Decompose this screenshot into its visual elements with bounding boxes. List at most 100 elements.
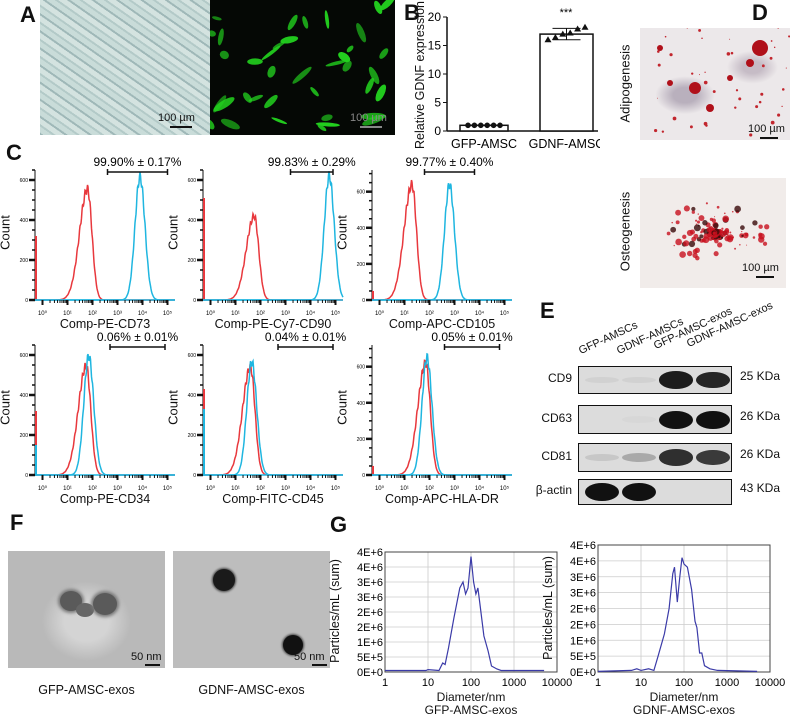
x-axis-label: Comp-PE-Cy7-CD90 [214,317,332,331]
exosome [283,635,303,655]
panel-label-f: F [10,510,24,535]
y-tick-label: 2E+6 [357,622,383,634]
y-tick-label: 200 [188,258,197,264]
x-tick-label: 100 [462,677,480,689]
calcium-deposit [688,240,696,248]
x-tick-label: 10⁴ [306,485,316,492]
gfp-cell [217,28,224,46]
y-tick-label: 400 [357,226,366,232]
lipid-droplet [773,46,776,49]
lipid-droplet [730,51,734,55]
gfp-cell [219,50,229,60]
lipid-droplet [746,59,754,67]
red-histogram [203,362,343,476]
gate-percentage: 99.90% ± 0.17% [94,155,182,169]
x-tick-label: 10¹ [63,486,72,492]
gfp-cell [356,23,367,43]
calcium-deposit [723,212,726,215]
x-tick-label: 10³ [281,311,290,317]
x-tick-label: 10⁴ [306,310,316,317]
chart-subtitle: GFP-AMSC-exos [424,703,518,717]
gdnf-expression-bar-chart: 0 5 10 15 20 GFP-AMSC GDNF-AMSC *** [428,7,600,151]
calcium-deposit [731,210,734,213]
lipid-droplet [689,82,701,94]
lipid-droplet [657,63,661,67]
lipid-droplet [738,97,742,101]
fluorescence-micrograph: 100 µm [210,0,395,135]
calcium-deposit [673,244,675,247]
calcium-deposit [741,234,744,237]
red-histogram [372,359,512,476]
y-tick-label: 200 [357,437,366,443]
calcium-deposit [746,244,748,246]
lipid-droplet [657,50,660,53]
data-point [490,122,497,129]
y-tick-label: 600 [20,178,29,184]
calcium-deposit [675,220,680,225]
y-tick-label: 5 [434,96,441,110]
gfp-cell [375,84,387,102]
y-tick-label: 3E+6 [357,592,383,604]
scale-bar-label: 100 µm [350,112,387,124]
lipid-droplet [752,40,768,56]
y-tick-label: 20 [428,10,442,24]
calcium-deposit [700,230,703,234]
tem-micrograph-gfp: 50 nm [8,551,165,668]
y-tick-label: 15 [428,39,442,53]
lipid-droplet [691,72,694,75]
blot-label: CD81 [541,448,572,463]
lipid-droplet [672,116,677,121]
x-tick-label: 10¹ [400,486,409,492]
y-tick-label: 3E+6 [357,577,383,589]
red-histogram [372,179,512,301]
exosome [213,569,235,591]
lipid-droplet [726,52,731,56]
gfp-cell [243,92,253,103]
x-axis-label: Comp-PE-CD73 [59,317,151,331]
cyan-histogram [35,353,175,476]
y-tick-label: 400 [20,393,29,399]
tem-caption-gfp: GFP-AMSC-exos [38,683,135,697]
lipid-droplet [760,92,764,96]
x-tick-label: 10² [256,311,265,317]
lipid-droplet [664,35,667,38]
y-tick-label: 200 [20,433,29,439]
calcium-deposit [740,225,745,230]
blot-cd81 [578,443,732,472]
x-tick-label: 10³ [281,486,290,492]
x-tick-label: 1 [382,677,388,689]
calcium-deposit [691,210,695,214]
band [696,410,730,429]
molecular-weight-label: 43 KDa [740,481,781,495]
gfp-cell [380,0,395,11]
calcium-deposit [717,242,723,248]
calcium-deposit [671,221,673,224]
calcium-deposits [666,202,770,261]
calcium-deposit [683,240,690,247]
x-tick-label: 1000 [715,677,739,689]
lipid-droplet [781,88,785,91]
calcium-deposit [691,206,696,212]
blot-label: CD9 [547,371,572,385]
molecular-weight-label: 25 KDa [740,369,781,383]
calcium-deposit [713,222,719,229]
gfp-cell [220,118,240,130]
lipid-droplet [755,105,759,109]
band [696,449,730,466]
gate-percentage: 0.05% ± 0.01% [431,330,513,344]
y-axis-label: Relative GDNF expression [413,1,427,149]
y-tick-label: 0 [25,298,28,304]
y-tick-label: 400 [188,218,197,224]
blot-label: CD63 [541,410,572,425]
cyan-histogram [35,171,175,301]
calcium-deposit [706,227,712,233]
lipid-droplet [699,74,701,76]
x-tick-label: 10² [425,486,434,492]
y-tick-label: 5E+5 [357,652,383,664]
histogram-comp-pe-cd73: 0 200 400 600 10⁰ 10¹ 10² 10³ 10⁴ 10⁵ 99.90% ± 0.1… [20,155,182,317]
y-tick-label: 600 [188,353,197,359]
gfp-cell [302,16,309,29]
band [622,416,656,422]
calcium-deposit [713,251,719,257]
